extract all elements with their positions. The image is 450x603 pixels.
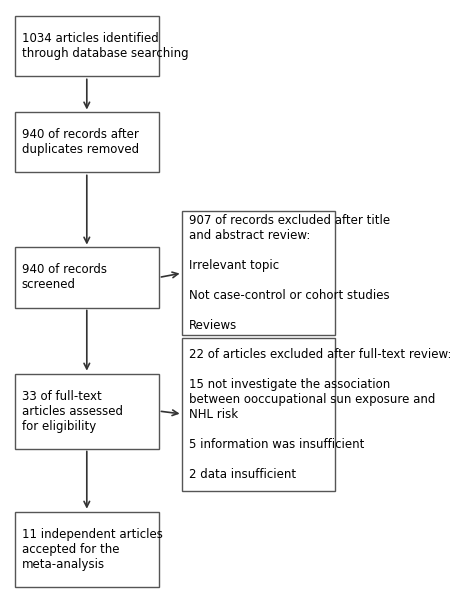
FancyBboxPatch shape — [15, 511, 158, 587]
Text: 940 of records after
duplicates removed: 940 of records after duplicates removed — [22, 128, 139, 156]
Text: 22 of articles excluded after full-text review:

15 not investigate the associat: 22 of articles excluded after full-text … — [189, 347, 450, 481]
Text: 940 of records
screened: 940 of records screened — [22, 264, 107, 291]
FancyBboxPatch shape — [15, 16, 158, 77]
FancyBboxPatch shape — [15, 112, 158, 172]
FancyBboxPatch shape — [15, 373, 158, 449]
Text: 1034 articles identified
through database searching: 1034 articles identified through databas… — [22, 33, 189, 60]
Text: 11 independent articles
accepted for the
meta-analysis: 11 independent articles accepted for the… — [22, 528, 163, 570]
Text: 33 of full-text
articles assessed
for eligibility: 33 of full-text articles assessed for el… — [22, 390, 123, 432]
FancyBboxPatch shape — [182, 212, 334, 335]
FancyBboxPatch shape — [182, 338, 334, 491]
FancyBboxPatch shape — [15, 247, 158, 308]
Text: 907 of records excluded after title
and abstract review:

Irrelevant topic

Not : 907 of records excluded after title and … — [189, 214, 391, 332]
